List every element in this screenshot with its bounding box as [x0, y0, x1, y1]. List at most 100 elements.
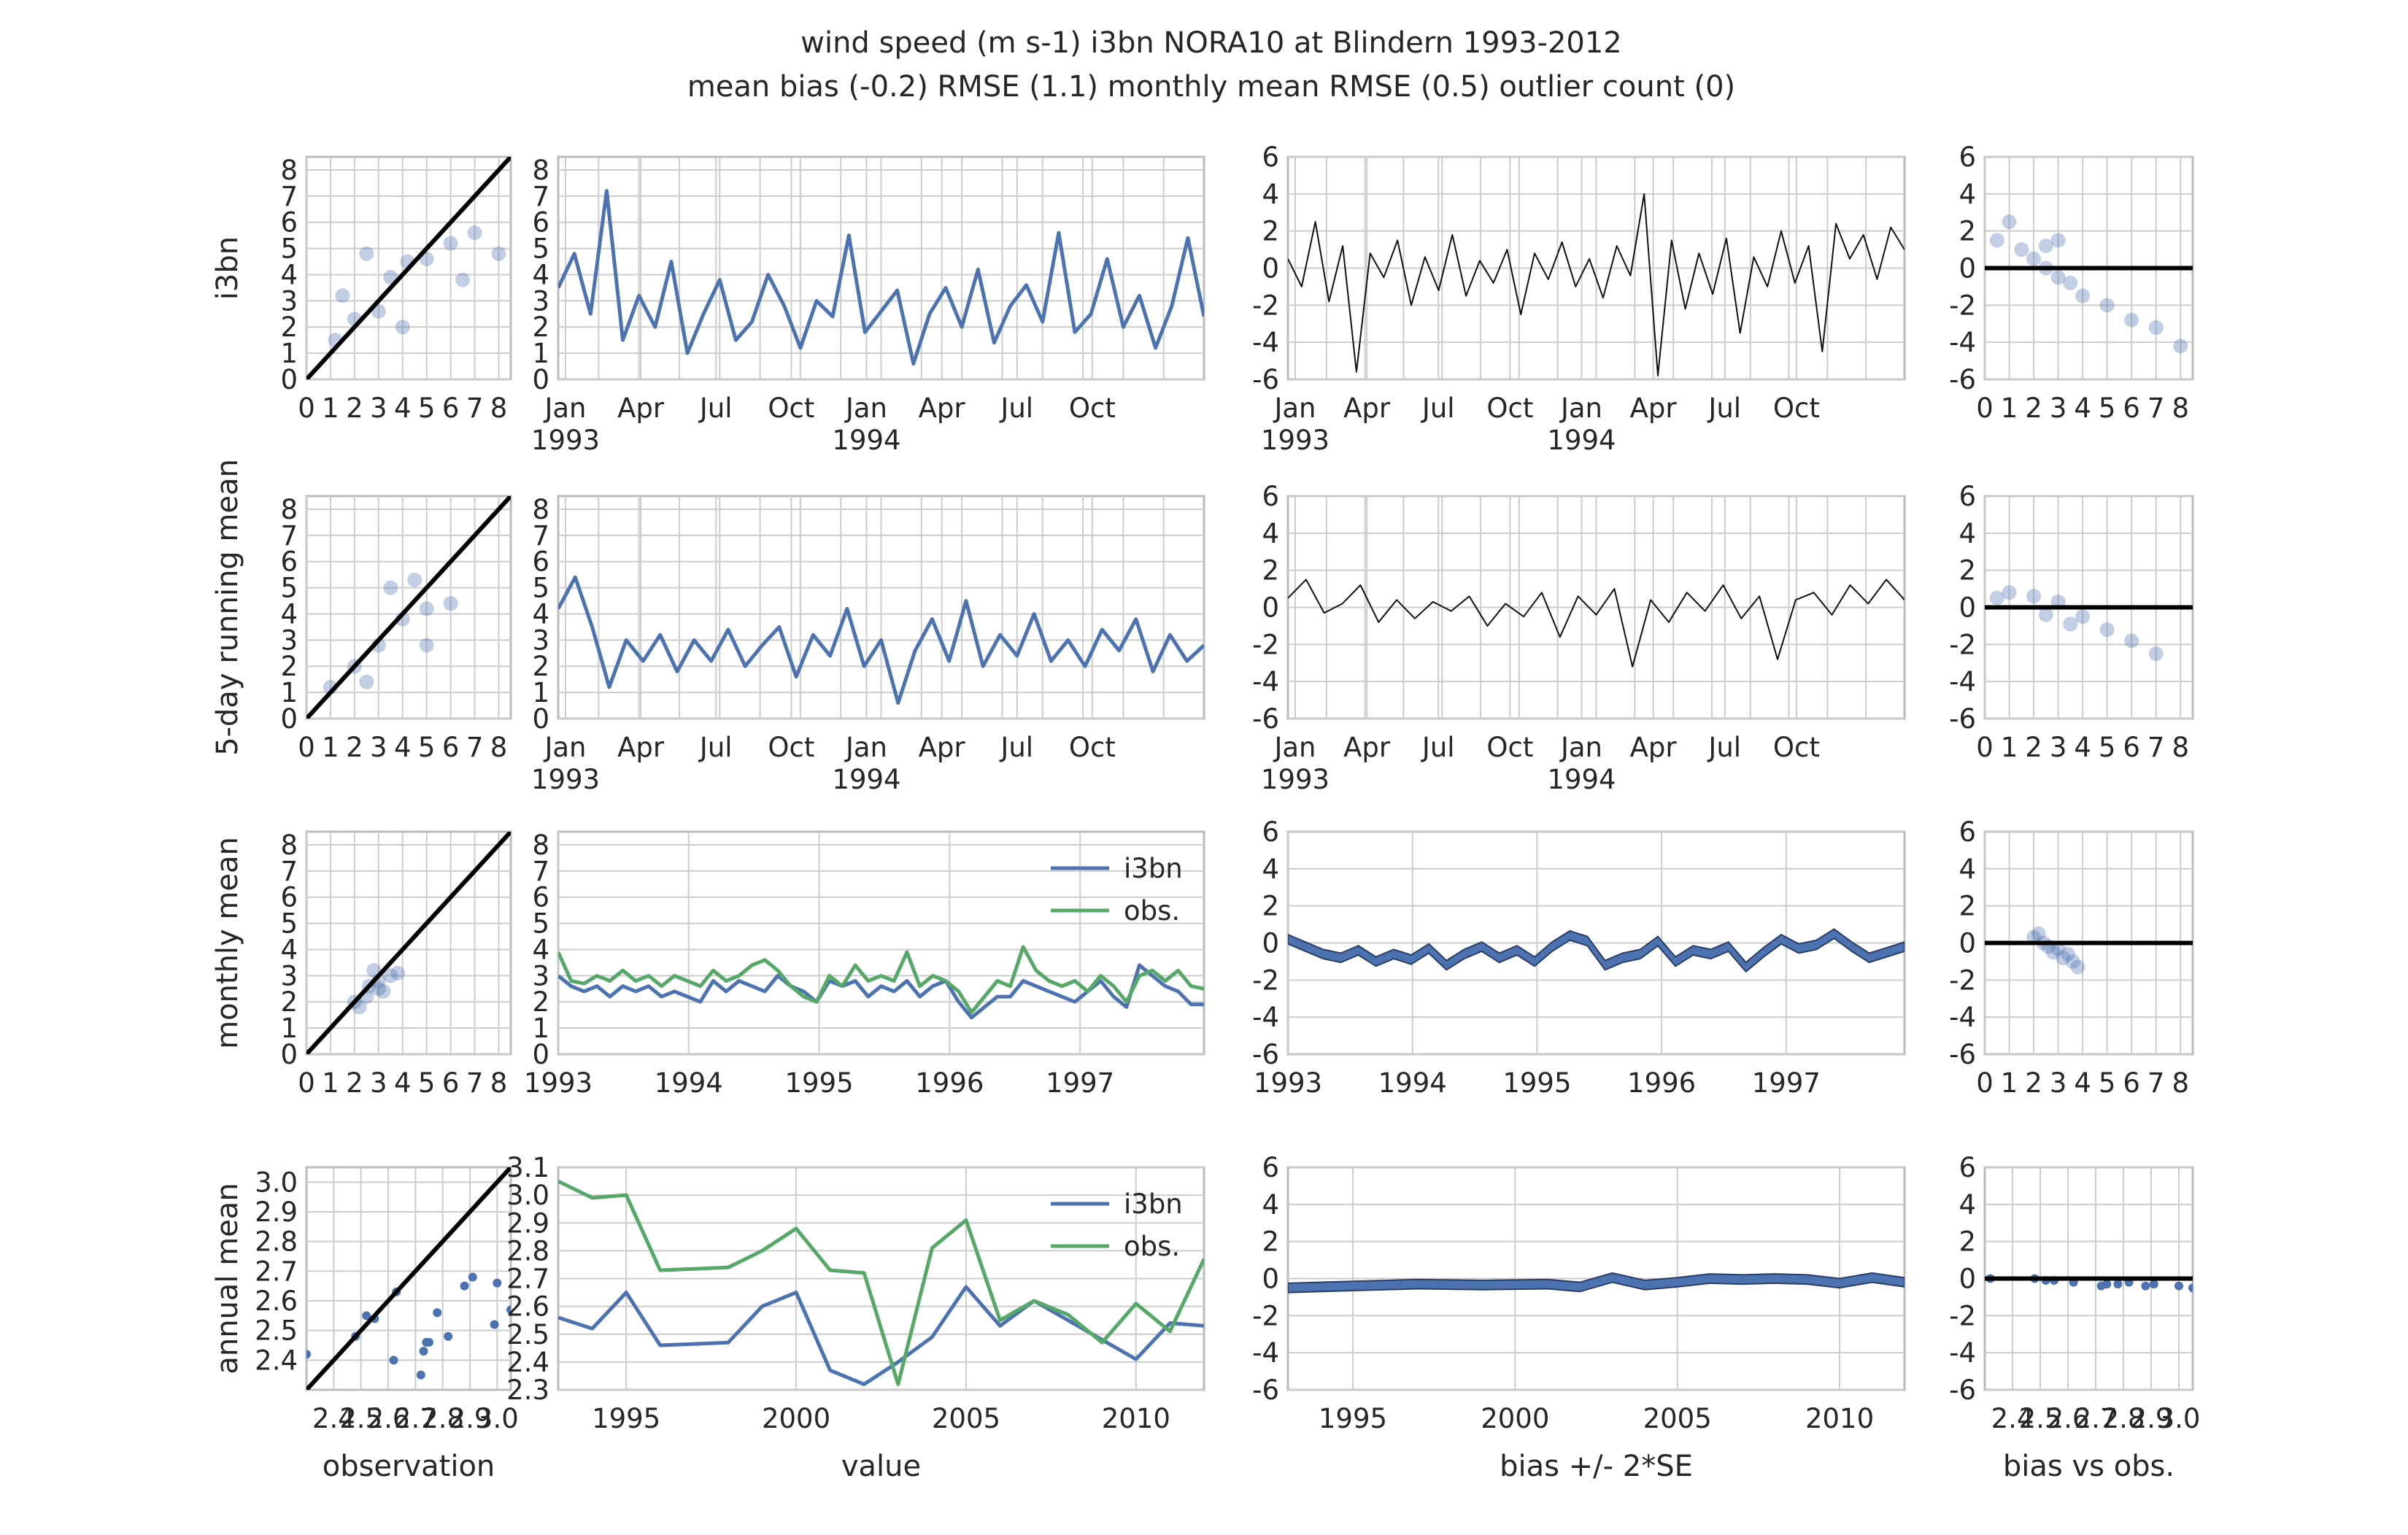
y-tick-label: 0 [1262, 253, 1279, 285]
series-line-main [1288, 193, 1905, 376]
x-tick-label: 1 [2001, 1067, 2018, 1099]
x-tick-label: 1994 [655, 1067, 723, 1099]
scatter-point [2102, 1280, 2112, 1289]
column-label: bias +/- 2*SE [1500, 1450, 1693, 1483]
y-tick-label: 6 [1959, 816, 1976, 848]
x-tick-label: 0 [1976, 1067, 1994, 1099]
x-tick-label: 5 [418, 732, 436, 763]
scatter-point [2124, 312, 2139, 328]
y-tick-label: 6 [280, 546, 298, 578]
y-tick-label: 0 [1262, 592, 1279, 624]
scatter-point [2061, 946, 2075, 962]
x-tick-label: 2.7 [2075, 1403, 2118, 1434]
scatter-point [444, 1331, 453, 1341]
y-tick-label: 2.5 [506, 1319, 549, 1350]
scatter-point [460, 1281, 469, 1291]
x-tick-label: 1995 [1502, 1067, 1571, 1099]
scatter-point [383, 580, 398, 595]
data-layer [1288, 1272, 1905, 1294]
x-tick-label: 3 [2050, 393, 2067, 424]
y-tick-label: 4 [1959, 179, 1976, 210]
scatter-point [506, 1305, 511, 1315]
x-tick-label: 2005 [1643, 1403, 1712, 1434]
y-tick-label: 0 [1959, 928, 1976, 959]
y-tick-label: 6 [280, 882, 298, 913]
y-tick-label: 8 [532, 830, 549, 861]
scatter-point [2026, 251, 2042, 266]
y-tick-label: 4 [280, 598, 298, 630]
column-label: bias vs obs. [2003, 1450, 2174, 1483]
x-tick-label: 1 [322, 1067, 339, 1099]
x-tick-label: 6 [442, 1067, 460, 1099]
scatter-point [335, 288, 350, 303]
scatter-point [2031, 926, 2046, 941]
scatter-point [467, 225, 482, 241]
x-tick-label: Oct [1486, 393, 1533, 424]
x-tick-label: 6 [2123, 393, 2140, 424]
x-tick-label: 2 [346, 732, 363, 763]
x-tick-label: 2.4 [1991, 1403, 2034, 1434]
x-tick-label: 2.6 [367, 1403, 410, 1434]
y-tick-label: 2.8 [506, 1235, 549, 1267]
scatter-point [2174, 1281, 2183, 1291]
scatter-point [2148, 646, 2164, 662]
y-tick-label: 0 [280, 1039, 298, 1070]
y-tick-label: 2 [1262, 891, 1279, 922]
scatter-point [2050, 270, 2066, 285]
y-tick-label: 1 [280, 677, 298, 708]
legend-label: obs. [1124, 895, 1180, 927]
identity-line [306, 157, 511, 379]
x-tick-label: 6 [2123, 732, 2140, 763]
y-tick-label: 1 [532, 1013, 549, 1044]
x-tick-label: 8 [490, 1067, 508, 1099]
y-tick-label: 3.0 [255, 1167, 298, 1198]
bias-band [1288, 928, 1905, 973]
y-tick-label: 3 [280, 285, 298, 317]
scatter-point [376, 983, 391, 999]
x-tick-label: 2 [2025, 1067, 2042, 1099]
panel-annual_bias_vs_obs: -6 -4 -2 0 2 4 6 2.42.52.62.72.82.93.0 bias vs o… [1949, 1152, 2200, 1483]
y-tick-label: 2 [1262, 555, 1279, 587]
x-tick-label: Jan 1994 [832, 732, 900, 795]
row-label: 5-day running mean [211, 459, 244, 756]
y-tick-label: -4 [1252, 1002, 1279, 1033]
x-tick-label: 1996 [1627, 1067, 1696, 1099]
y-tick-label: 0 [1262, 1264, 1279, 1295]
y-tick-label: 7 [280, 856, 298, 887]
y-tick-label: 2.4 [255, 1345, 298, 1376]
y-tick-label: 6 [1959, 1152, 1976, 1183]
y-tick-label: -6 [1949, 1039, 1976, 1070]
x-tick-label: 4 [2074, 393, 2091, 424]
y-tick-label: 8 [280, 494, 298, 525]
panel-running_bias: -6 -4 -2 0 2 4 6 Jan 1993 Apr Jul Oct Jan 1994 Apr Jul O… [1252, 481, 1906, 795]
x-tick-label: 4 [2074, 1067, 2091, 1099]
scatter-point [359, 674, 374, 689]
panel-annual_scatter: 2.42.52.62.72.82.93.02.42.52.62.72.82.93… [211, 1166, 519, 1483]
y-tick-label: -2 [1949, 629, 1976, 660]
y-tick-label: -2 [1252, 964, 1279, 996]
x-tick-label: 3.0 [2158, 1403, 2201, 1434]
x-tick-label: 0 [1976, 393, 1994, 424]
x-tick-label: Oct [1069, 393, 1116, 424]
y-tick-label: 3 [532, 960, 549, 991]
scatter-point [2056, 950, 2071, 965]
y-tick-label: 5 [280, 233, 298, 265]
scatter-point [2148, 320, 2164, 335]
x-tick-label: Jul [1707, 732, 1741, 763]
scatter-point [416, 1370, 425, 1380]
y-tick-label: 4 [532, 259, 549, 290]
y-tick-label: 2.9 [255, 1196, 298, 1228]
y-tick-label: -6 [1252, 1039, 1279, 1070]
y-tick-label: -4 [1949, 1002, 1976, 1033]
data-layer [1288, 579, 1905, 668]
x-tick-label: 2010 [1102, 1403, 1170, 1434]
x-tick-label: 2000 [1481, 1403, 1549, 1434]
x-tick-label: Oct [1773, 732, 1820, 763]
scatter-point [2045, 945, 2061, 960]
y-tick-label: 0 [532, 364, 549, 395]
y-tick-label: 2.8 [255, 1226, 298, 1258]
data-layer [558, 189, 1204, 366]
x-tick-label: 2 [346, 1067, 363, 1099]
